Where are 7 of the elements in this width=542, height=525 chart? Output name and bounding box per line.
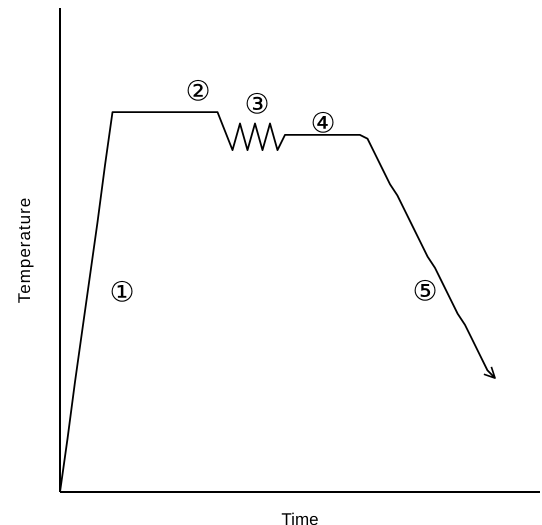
text: ②: [185, 74, 211, 108]
annotation: ④: [310, 106, 336, 140]
annotation: ③: [244, 88, 270, 121]
x-axis-title: Time: [281, 510, 319, 525]
annotation: ①: [109, 276, 135, 309]
annotation: ⑤: [412, 274, 438, 308]
y-axis-title: Temperature: [15, 196, 34, 304]
